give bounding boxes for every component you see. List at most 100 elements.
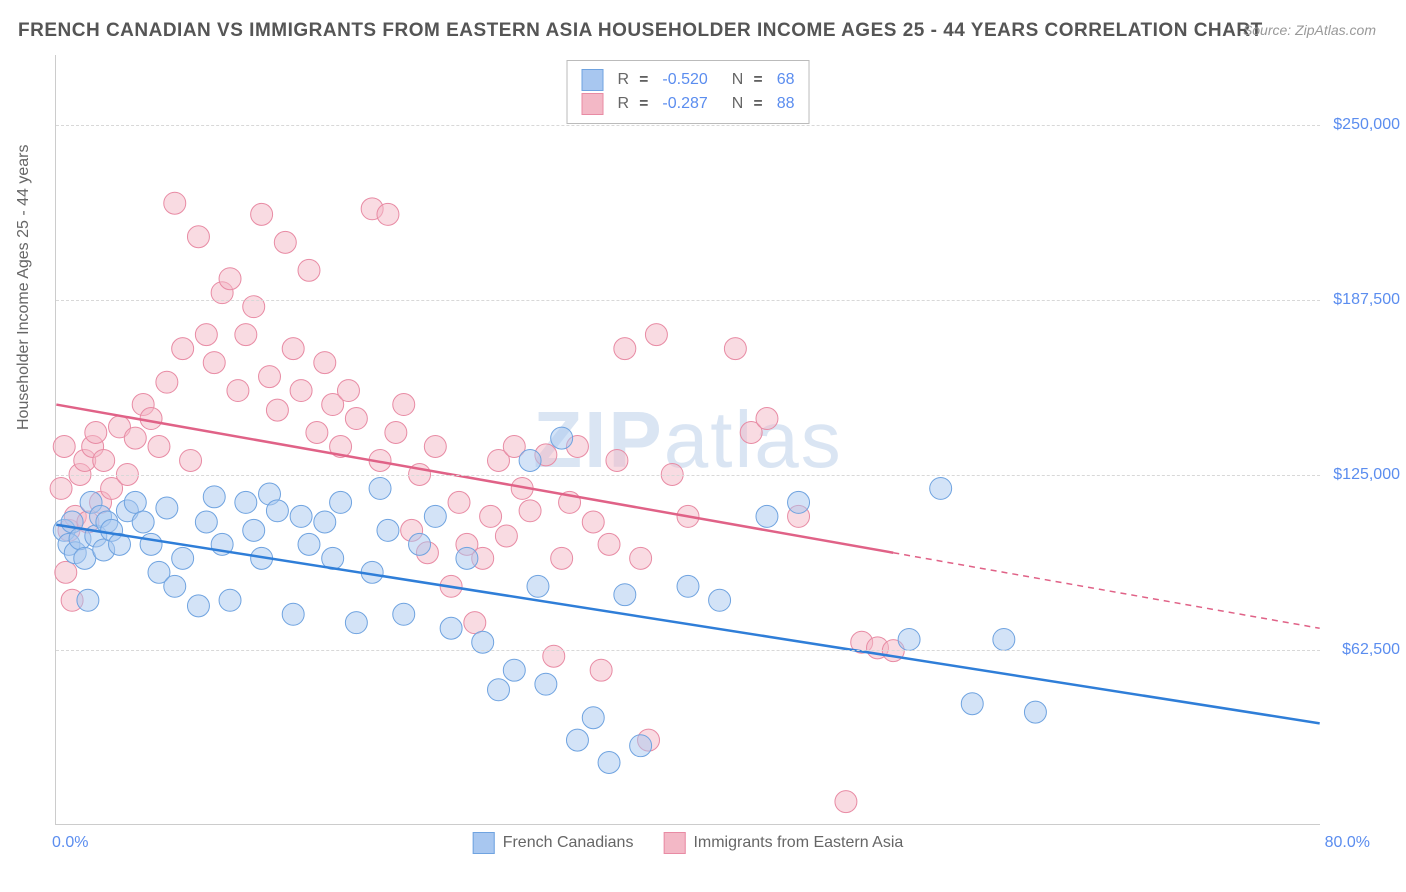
scatter-point <box>527 575 549 597</box>
scatter-point <box>203 486 225 508</box>
scatter-point <box>298 533 320 555</box>
scatter-point <box>219 589 241 611</box>
source-label: Source: ZipAtlas.com <box>1243 22 1376 38</box>
scatter-point <box>298 259 320 281</box>
scatter-point <box>835 791 857 813</box>
chart-title: FRENCH CANADIAN VS IMMIGRANTS FROM EASTE… <box>18 20 1263 42</box>
scatter-point <box>337 380 359 402</box>
scatter-point <box>345 612 367 634</box>
correlation-legend: R = -0.520 N = 68 R = -0.287 N = 88 <box>567 60 810 124</box>
scatter-point <box>140 408 162 430</box>
scatter-svg <box>56 55 1320 824</box>
scatter-point <box>630 547 652 569</box>
scatter-point <box>488 679 510 701</box>
gridline <box>56 650 1320 651</box>
scatter-point <box>993 628 1015 650</box>
scatter-point <box>55 561 77 583</box>
scatter-point <box>645 324 667 346</box>
scatter-point <box>266 500 288 522</box>
scatter-point <box>377 519 399 541</box>
y-tick-label: $125,000 <box>1325 466 1400 484</box>
scatter-point <box>219 268 241 290</box>
scatter-point <box>85 422 107 444</box>
scatter-point <box>314 511 336 533</box>
scatter-point <box>424 505 446 527</box>
equals: = <box>753 71 762 89</box>
y-tick-label: $187,500 <box>1325 291 1400 309</box>
scatter-point <box>172 547 194 569</box>
scatter-point <box>345 408 367 430</box>
scatter-point <box>495 525 517 547</box>
n-value: 88 <box>777 95 795 113</box>
scatter-point <box>187 226 209 248</box>
x-tick-label: 80.0% <box>1325 834 1370 852</box>
scatter-point <box>961 693 983 715</box>
scatter-point <box>606 449 628 471</box>
scatter-point <box>519 500 541 522</box>
gridline <box>56 300 1320 301</box>
scatter-point <box>535 673 557 695</box>
scatter-point <box>393 603 415 625</box>
series-legend-item: Immigrants from Eastern Asia <box>663 832 903 854</box>
scatter-point <box>203 352 225 374</box>
scatter-point <box>543 645 565 667</box>
scatter-point <box>282 603 304 625</box>
y-tick-label: $250,000 <box>1325 116 1400 134</box>
scatter-point <box>709 589 731 611</box>
scatter-point <box>756 408 778 430</box>
scatter-point <box>788 491 810 513</box>
scatter-point <box>290 380 312 402</box>
scatter-point <box>156 371 178 393</box>
scatter-point <box>282 338 304 360</box>
n-value: 68 <box>777 71 795 89</box>
scatter-point <box>180 449 202 471</box>
scatter-point <box>330 491 352 513</box>
scatter-point <box>243 519 265 541</box>
r-value: -0.287 <box>662 95 707 113</box>
trend-line <box>56 525 1319 724</box>
scatter-point <box>756 505 778 527</box>
y-tick-label: $62,500 <box>1325 641 1400 659</box>
scatter-point <box>227 380 249 402</box>
scatter-point <box>290 505 312 527</box>
legend-swatch-pink <box>663 832 685 854</box>
n-label: N <box>732 71 744 89</box>
legend-swatch-blue <box>582 69 604 91</box>
correlation-legend-row: R = -0.520 N = 68 <box>582 69 795 91</box>
series-legend: French Canadians Immigrants from Eastern… <box>473 832 904 854</box>
series-legend-label: Immigrants from Eastern Asia <box>693 834 903 852</box>
scatter-point <box>448 491 470 513</box>
scatter-point <box>187 595 209 617</box>
scatter-point <box>93 449 115 471</box>
scatter-point <box>235 491 257 513</box>
gridline <box>56 125 1320 126</box>
scatter-point <box>930 477 952 499</box>
scatter-point <box>614 338 636 360</box>
n-label: N <box>732 95 744 113</box>
r-value: -0.520 <box>662 71 707 89</box>
equals: = <box>639 71 648 89</box>
scatter-point <box>582 511 604 533</box>
scatter-point <box>377 203 399 225</box>
scatter-point <box>243 296 265 318</box>
scatter-point <box>480 505 502 527</box>
scatter-point <box>393 394 415 416</box>
scatter-point <box>582 707 604 729</box>
scatter-point <box>551 427 573 449</box>
scatter-point <box>464 612 486 634</box>
scatter-point <box>251 203 273 225</box>
scatter-point <box>614 584 636 606</box>
scatter-point <box>385 422 407 444</box>
scatter-point <box>724 338 746 360</box>
scatter-point <box>630 735 652 757</box>
scatter-point <box>124 491 146 513</box>
scatter-point <box>503 659 525 681</box>
scatter-point <box>314 352 336 374</box>
scatter-point <box>590 659 612 681</box>
r-label: R <box>618 95 630 113</box>
scatter-point <box>274 231 296 253</box>
legend-swatch-pink <box>582 93 604 115</box>
scatter-point <box>677 575 699 597</box>
y-axis-label: Householder Income Ages 25 - 44 years <box>15 145 33 431</box>
legend-swatch-blue <box>473 832 495 854</box>
